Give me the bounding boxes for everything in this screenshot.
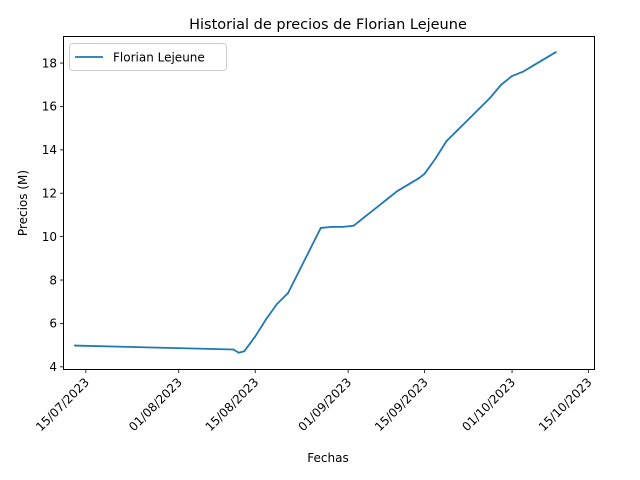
data-point [407,183,410,186]
y-tick-label: 14 [42,143,57,157]
data-point [74,344,76,347]
data-point [533,64,535,67]
data-point [336,225,339,228]
y-tick-label: 6 [49,317,57,331]
y-tick-label: 18 [42,56,57,70]
y-tick-label: 16 [42,100,57,114]
y-axis-label: Precios (M) [16,170,30,236]
plot-frame [63,36,595,370]
y-tick-label: 10 [42,230,57,244]
data-point [308,248,311,251]
legend-box [69,43,227,71]
data-point [298,270,300,273]
data-point [243,350,246,353]
legend-label: Florian Lejeune [113,51,205,65]
y-tick-label: 12 [42,187,57,201]
data-point [522,70,524,73]
chart-title: Historial de precios de Florian Lejeune [189,17,467,33]
data-point [374,207,377,210]
legend: Florian Lejeune [69,43,227,71]
data-point [467,118,470,121]
data-point [363,216,366,219]
y-axis: 4 6 8 10 12 14 16 18 [42,56,64,374]
data-point [237,351,240,354]
data-point [341,225,344,228]
data-point [500,83,503,86]
data-point [418,177,421,179]
data-point [352,224,355,227]
data-point [358,220,360,223]
data-point [445,140,448,143]
data-point [396,190,399,192]
data-point [423,172,426,175]
data-point [319,227,322,229]
data-point [554,51,557,54]
plot-area [74,51,557,354]
data-point [489,96,492,99]
data-point [543,57,546,60]
data-point [385,198,388,201]
data-point [265,318,268,320]
data-point [478,107,481,110]
data-point [254,335,257,338]
data-point [330,225,333,228]
data-point [276,303,278,305]
data-point [434,157,437,160]
data-point [456,129,459,132]
data-point [511,75,513,77]
y-tick-label: 4 [49,360,57,374]
data-point [232,348,235,351]
y-tick-label: 8 [49,273,57,287]
x-axis-label: Fechas [307,451,348,465]
data-point [287,292,289,294]
